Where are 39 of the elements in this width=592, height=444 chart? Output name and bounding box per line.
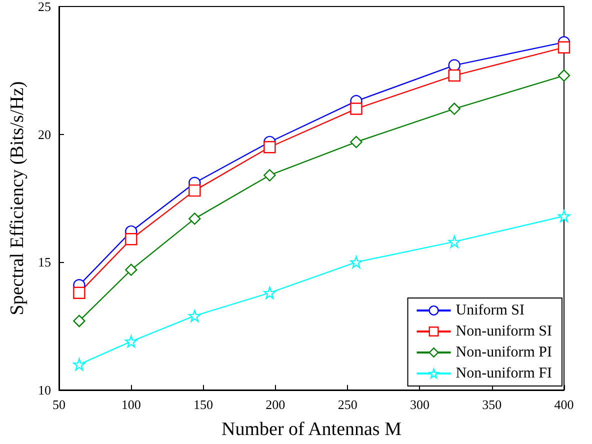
y-tick-label: 15 bbox=[38, 254, 51, 270]
point bbox=[350, 102, 362, 115]
point bbox=[125, 233, 138, 246]
x-tick-label: 100 bbox=[121, 397, 141, 412]
legend-label: Uniform SI bbox=[456, 302, 525, 318]
legend-label: Non-uniform PI bbox=[456, 344, 552, 360]
point bbox=[350, 256, 362, 268]
x-tick-label: 200 bbox=[266, 397, 286, 412]
x-tick-label: 300 bbox=[410, 397, 430, 412]
point bbox=[558, 41, 570, 54]
x-axis-title: Number of Antennas M bbox=[222, 419, 402, 440]
point bbox=[558, 69, 570, 82]
legend-label: Non-uniform SI bbox=[456, 324, 552, 340]
legend-label: Non-uniform FI bbox=[456, 366, 552, 382]
point bbox=[73, 358, 86, 371]
point bbox=[264, 169, 276, 182]
point bbox=[264, 286, 276, 299]
point bbox=[73, 314, 86, 328]
point bbox=[558, 210, 570, 222]
point bbox=[264, 141, 276, 154]
point bbox=[125, 264, 138, 276]
y-tick-label: 25 bbox=[38, 0, 51, 14]
y-tick-label: 20 bbox=[38, 126, 51, 142]
x-tick-label: 50 bbox=[52, 397, 66, 412]
point bbox=[73, 286, 86, 299]
x-tick-label: 250 bbox=[338, 397, 358, 412]
point bbox=[350, 136, 362, 148]
point bbox=[188, 212, 201, 225]
point bbox=[188, 310, 201, 322]
point bbox=[448, 236, 460, 248]
x-tick-label: 350 bbox=[482, 397, 502, 412]
point bbox=[188, 184, 201, 197]
point bbox=[448, 69, 460, 82]
point bbox=[125, 335, 138, 348]
y-tick-label: 10 bbox=[38, 382, 51, 398]
y-axis-title: Spectral Efficiency (Bits/s/Hz) bbox=[7, 81, 28, 316]
x-tick-label: 400 bbox=[554, 397, 574, 412]
x-tick-label: 150 bbox=[194, 397, 214, 412]
point bbox=[448, 102, 460, 115]
